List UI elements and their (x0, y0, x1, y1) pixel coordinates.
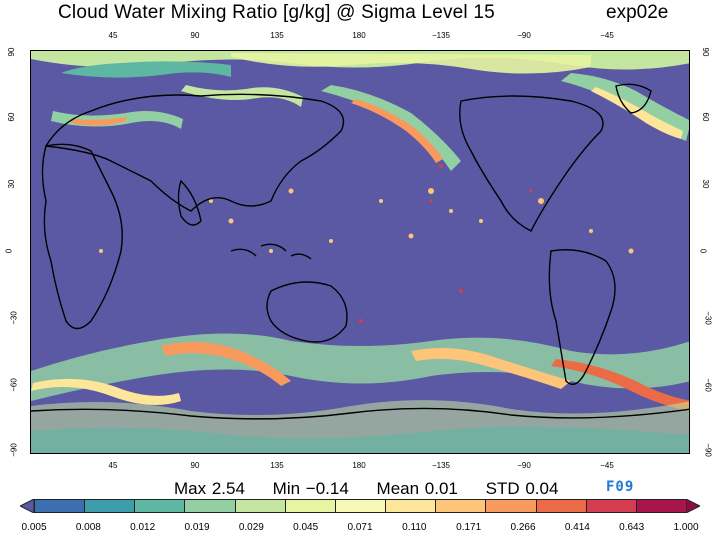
colorbar-segment (134, 500, 185, 512)
greenland-coast (615, 83, 652, 114)
coastlines (31, 83, 689, 420)
map-canvas (31, 51, 689, 453)
colorbar-segment (284, 500, 335, 512)
lon-tick: −90 (517, 461, 531, 470)
lat-tick: −90 (9, 443, 19, 457)
colorbar-segment (234, 500, 285, 512)
lat-tick: −30 (9, 311, 19, 325)
lon-tick: −45 (600, 461, 614, 470)
colorbar-label: 0.071 (347, 522, 373, 533)
colorbar-label: 0.029 (238, 522, 264, 533)
map-panel[interactable] (30, 50, 690, 454)
lat-tick: 60 (700, 112, 710, 122)
lon-tick: −90 (517, 31, 531, 40)
south-america-coast (548, 249, 616, 385)
lat-tick: 30 (700, 179, 710, 189)
stat-min: Min −0.14 (272, 479, 349, 498)
colorbar-over-arrow (685, 499, 700, 513)
colorbar-under-arrow (20, 499, 35, 513)
lon-tick: 45 (108, 31, 118, 40)
colorbar-label: 1.000 (673, 522, 699, 533)
south-atlantic-band (31, 378, 181, 405)
lat-tick: −60 (9, 378, 19, 392)
colorbar-label: 0.171 (456, 522, 482, 533)
lon-tick: 135 (270, 461, 284, 470)
lon-tick: −45 (600, 31, 614, 40)
lat-tick: −90 (703, 443, 713, 457)
lon-tick: 180 (352, 461, 366, 470)
colorbar-label: 0.008 (75, 522, 101, 533)
lon-tick: 45 (108, 461, 118, 470)
stat-std: STD 0.04 (485, 479, 559, 498)
plot-title: Cloud Water Mixing Ratio [g/kg] @ Sigma … (58, 2, 495, 23)
lon-tick: −135 (431, 461, 451, 470)
colorbar-label: 0.005 (21, 522, 47, 533)
lat-tick: 0 (698, 248, 708, 254)
lat-tick: 30 (6, 179, 16, 189)
tropical-clouds (99, 188, 634, 254)
colorbar-label: 0.012 (130, 522, 156, 533)
stat-max: Max 2.54 (174, 479, 245, 498)
southern-storm-core (161, 342, 291, 386)
southern-storm-core-2 (411, 347, 571, 389)
colorbar-segment (485, 500, 536, 512)
colorbar-segment (385, 500, 436, 512)
colorbar (20, 499, 700, 513)
colorbar-segment (635, 500, 687, 512)
colorbar-segment (585, 500, 636, 512)
colorbar-segment (535, 500, 586, 512)
europe-clouds-core (71, 117, 127, 126)
lat-tick: 0 (4, 248, 14, 254)
north-america-coast (459, 95, 604, 232)
colorbar-segment (334, 500, 386, 512)
lon-tick: 90 (190, 31, 200, 40)
indonesia-coast (230, 243, 312, 260)
africa-coast (41, 143, 123, 330)
india-coast (177, 179, 202, 226)
colorbar-label: 0.414 (564, 522, 590, 533)
n-pacific-storm (321, 85, 461, 171)
siberia-clouds (181, 85, 303, 107)
colorbar-segment (34, 500, 85, 512)
colorbar-segment (435, 500, 486, 512)
arctic-cloud-band-teal (61, 61, 231, 78)
lon-tick: 90 (190, 461, 200, 470)
n-pacific-storm-core (351, 99, 443, 163)
lat-tick: 90 (700, 47, 710, 57)
europe-asia-coast (44, 93, 345, 212)
n-atlantic-storm-core (591, 87, 683, 139)
colorbar-label: 0.045 (293, 522, 319, 533)
lon-tick: 180 (352, 31, 366, 40)
colorbar-segments (34, 499, 687, 513)
lat-tick: 60 (6, 112, 16, 122)
arctic-cloud-band-light (231, 53, 591, 74)
antarctic-cloud-band-teal (31, 426, 689, 453)
colorbar-label: 0.110 (402, 522, 427, 533)
frame-badge: F09 (606, 479, 635, 495)
colorbar-label: 0.266 (510, 522, 536, 533)
lat-tick: −60 (703, 378, 713, 392)
colorbar-segment (84, 500, 135, 512)
stat-mean: Mean 0.01 (376, 479, 458, 498)
experiment-label: exp02e (606, 2, 669, 23)
tropical-clouds-red (359, 164, 533, 323)
lon-tick: 135 (270, 31, 284, 40)
lon-tick: −135 (431, 31, 451, 40)
colorbar-label: 0.019 (184, 522, 210, 533)
colorbar-segment (184, 500, 235, 512)
australia-coast (266, 281, 348, 343)
antarctica-coast (31, 407, 689, 420)
statistics-line: Max 2.54 Min −0.14 Mean 0.01 STD 0.04 (174, 479, 580, 499)
colorbar-label: 0.643 (619, 522, 645, 533)
lat-tick: −30 (703, 311, 713, 325)
lat-tick: 90 (6, 47, 16, 57)
